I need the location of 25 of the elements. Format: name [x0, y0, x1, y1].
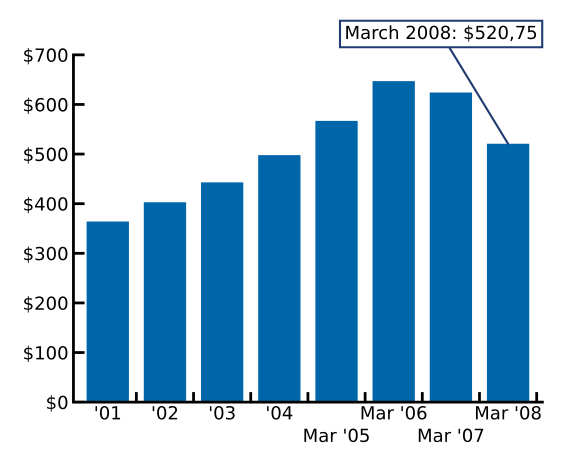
y-tick-label: $500 [24, 147, 68, 164]
x-tick-label: Mar '08 [476, 406, 541, 420]
x-tick-label: '02 [152, 406, 178, 420]
y-tick-label: $100 [24, 346, 68, 362]
bar [200, 182, 244, 402]
y-tick-label: $600 [24, 98, 68, 114]
bar [144, 202, 186, 402]
x-tick-label: '01 [96, 406, 120, 420]
y-tick-label: $700 [24, 48, 68, 64]
y-tick-label: $400 [24, 196, 68, 214]
x-tick-label: '03 [210, 406, 235, 420]
x-tick-label: Mar '05 [304, 428, 369, 442]
y-tick-label: $200 [24, 296, 68, 312]
bar [486, 144, 530, 402]
x-tick-label: Mar '07 [418, 428, 484, 442]
bar [258, 155, 300, 402]
y-tick-label: $300 [24, 246, 68, 263]
bar [430, 92, 472, 402]
x-tick-label: Mar '06 [362, 406, 426, 420]
x-tick-label: '04 [267, 406, 292, 420]
bar [315, 120, 358, 402]
y-tick-label: $0 [47, 395, 68, 412]
bar [372, 81, 415, 402]
bar [86, 222, 129, 402]
annotation: March 2008: $520,75 [346, 25, 536, 42]
